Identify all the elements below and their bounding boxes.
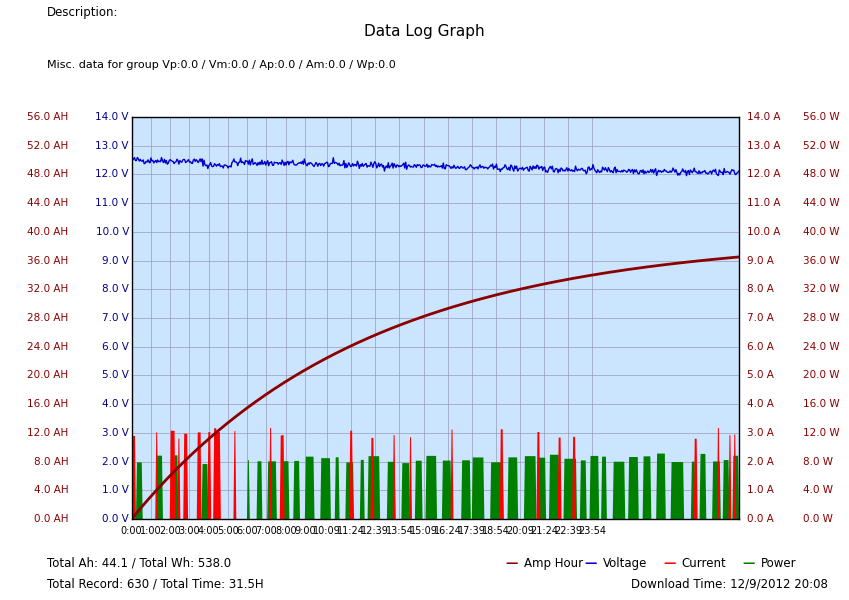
Text: 13.0 V: 13.0 V xyxy=(95,141,129,151)
Text: 10.0 A: 10.0 A xyxy=(747,227,781,237)
Text: 11.0 A: 11.0 A xyxy=(747,198,781,208)
Text: 56.0 AH: 56.0 AH xyxy=(27,112,69,122)
Text: Total Record: 630 / Total Time: 31.5H: Total Record: 630 / Total Time: 31.5H xyxy=(47,577,263,590)
Text: 4.0 A: 4.0 A xyxy=(747,399,774,409)
Text: —: — xyxy=(663,557,676,570)
Text: 20:09: 20:09 xyxy=(506,526,534,536)
Text: —: — xyxy=(505,557,518,570)
Text: 15:09: 15:09 xyxy=(409,526,437,536)
Text: 22:39: 22:39 xyxy=(554,526,582,536)
Text: Current: Current xyxy=(682,557,727,570)
Text: 28.0 W: 28.0 W xyxy=(802,313,840,323)
Text: Data Log Graph: Data Log Graph xyxy=(364,24,485,39)
Text: 12:39: 12:39 xyxy=(362,526,390,536)
Text: 8.0 A: 8.0 A xyxy=(747,284,774,294)
Text: 13.0 A: 13.0 A xyxy=(747,141,781,151)
Text: 32.0 AH: 32.0 AH xyxy=(27,284,69,294)
Text: 0.0 AH: 0.0 AH xyxy=(34,514,69,524)
Text: 16.0 W: 16.0 W xyxy=(802,399,840,409)
Text: 11.0 V: 11.0 V xyxy=(95,198,129,208)
Text: 3.0 V: 3.0 V xyxy=(102,428,129,438)
Text: Misc. data for group Vp:0.0 / Vm:0.0 / Ap:0.0 / Am:0.0 / Wp:0.0: Misc. data for group Vp:0.0 / Vm:0.0 / A… xyxy=(47,60,396,70)
Text: 17:39: 17:39 xyxy=(458,526,486,536)
Text: —: — xyxy=(584,557,597,570)
Text: 6:00: 6:00 xyxy=(236,526,258,536)
Text: 7.0 V: 7.0 V xyxy=(102,313,129,323)
Text: 48.0 W: 48.0 W xyxy=(802,169,840,179)
Text: 56.0 W: 56.0 W xyxy=(802,112,840,122)
Text: Total Ah: 44.1 / Total Wh: 538.0: Total Ah: 44.1 / Total Wh: 538.0 xyxy=(47,557,231,570)
Text: 9.0 V: 9.0 V xyxy=(102,256,129,266)
Text: 10.0 V: 10.0 V xyxy=(96,227,129,237)
Text: 20.0 W: 20.0 W xyxy=(802,370,839,380)
Text: Power: Power xyxy=(761,557,796,570)
Text: Description:: Description: xyxy=(47,6,118,19)
Text: 52.0 AH: 52.0 AH xyxy=(27,141,69,151)
Text: 18:54: 18:54 xyxy=(482,526,509,536)
Text: 28.0 AH: 28.0 AH xyxy=(27,313,69,323)
Text: 1.0 V: 1.0 V xyxy=(102,485,129,495)
Text: 24.0 AH: 24.0 AH xyxy=(27,342,69,352)
Text: 2.0 V: 2.0 V xyxy=(102,457,129,467)
Text: 7:00: 7:00 xyxy=(256,526,278,536)
Text: 40.0 AH: 40.0 AH xyxy=(27,227,69,237)
Text: 48.0 AH: 48.0 AH xyxy=(27,169,69,179)
Text: 4.0 W: 4.0 W xyxy=(802,485,833,495)
Text: 3:00: 3:00 xyxy=(178,526,200,536)
Text: 21:24: 21:24 xyxy=(530,526,558,536)
Text: 44.0 W: 44.0 W xyxy=(802,198,840,208)
Text: 12.0 W: 12.0 W xyxy=(802,428,840,438)
Text: 4.0 AH: 4.0 AH xyxy=(34,485,69,495)
Text: 14.0 A: 14.0 A xyxy=(747,112,781,122)
Text: 7.0 A: 7.0 A xyxy=(747,313,774,323)
Text: 24.0 W: 24.0 W xyxy=(802,342,840,352)
Text: —: — xyxy=(742,557,755,570)
Text: 12.0 V: 12.0 V xyxy=(95,169,129,179)
Text: 6.0 V: 6.0 V xyxy=(102,342,129,352)
Text: 6.0 A: 6.0 A xyxy=(747,342,774,352)
Text: 9:00: 9:00 xyxy=(295,526,316,536)
Text: Voltage: Voltage xyxy=(603,557,647,570)
Text: 36.0 AH: 36.0 AH xyxy=(27,256,69,266)
Text: 11:24: 11:24 xyxy=(337,526,365,536)
Text: 5.0 A: 5.0 A xyxy=(747,370,774,380)
Text: 13:54: 13:54 xyxy=(385,526,413,536)
Text: 44.0 AH: 44.0 AH xyxy=(27,198,69,208)
Text: 2.0 A: 2.0 A xyxy=(747,457,774,467)
Text: 8.0 AH: 8.0 AH xyxy=(34,457,69,467)
Text: 32.0 W: 32.0 W xyxy=(802,284,840,294)
Text: 4:00: 4:00 xyxy=(198,526,220,536)
Text: 9.0 A: 9.0 A xyxy=(747,256,774,266)
Text: 8.0 W: 8.0 W xyxy=(802,457,833,467)
Text: 12.0 A: 12.0 A xyxy=(747,169,781,179)
Text: 14.0 V: 14.0 V xyxy=(95,112,129,122)
Text: Download Time: 12/9/2012 20:08: Download Time: 12/9/2012 20:08 xyxy=(631,577,828,590)
Text: 10:09: 10:09 xyxy=(313,526,341,536)
Text: 5.0 V: 5.0 V xyxy=(102,370,129,380)
Text: 36.0 W: 36.0 W xyxy=(802,256,840,266)
Text: 16:24: 16:24 xyxy=(434,526,462,536)
Text: 5:00: 5:00 xyxy=(217,526,239,536)
Text: 8:00: 8:00 xyxy=(275,526,296,536)
Text: 1:00: 1:00 xyxy=(140,526,161,536)
Text: 3.0 A: 3.0 A xyxy=(747,428,774,438)
Text: 4.0 V: 4.0 V xyxy=(102,399,129,409)
Text: 52.0 W: 52.0 W xyxy=(802,141,840,151)
Text: 8.0 V: 8.0 V xyxy=(102,284,129,294)
Text: 0.0 A: 0.0 A xyxy=(747,514,774,524)
Text: 1.0 A: 1.0 A xyxy=(747,485,774,495)
Text: 0:00: 0:00 xyxy=(121,526,143,536)
Text: Amp Hour: Amp Hour xyxy=(524,557,583,570)
Text: 2:00: 2:00 xyxy=(160,526,181,536)
Text: 0.0 W: 0.0 W xyxy=(802,514,833,524)
Text: 12.0 AH: 12.0 AH xyxy=(27,428,69,438)
Text: 0.0 V: 0.0 V xyxy=(102,514,129,524)
Text: 16.0 AH: 16.0 AH xyxy=(27,399,69,409)
Text: 20.0 AH: 20.0 AH xyxy=(27,370,69,380)
Text: 40.0 W: 40.0 W xyxy=(802,227,839,237)
Text: 23:54: 23:54 xyxy=(578,526,606,536)
